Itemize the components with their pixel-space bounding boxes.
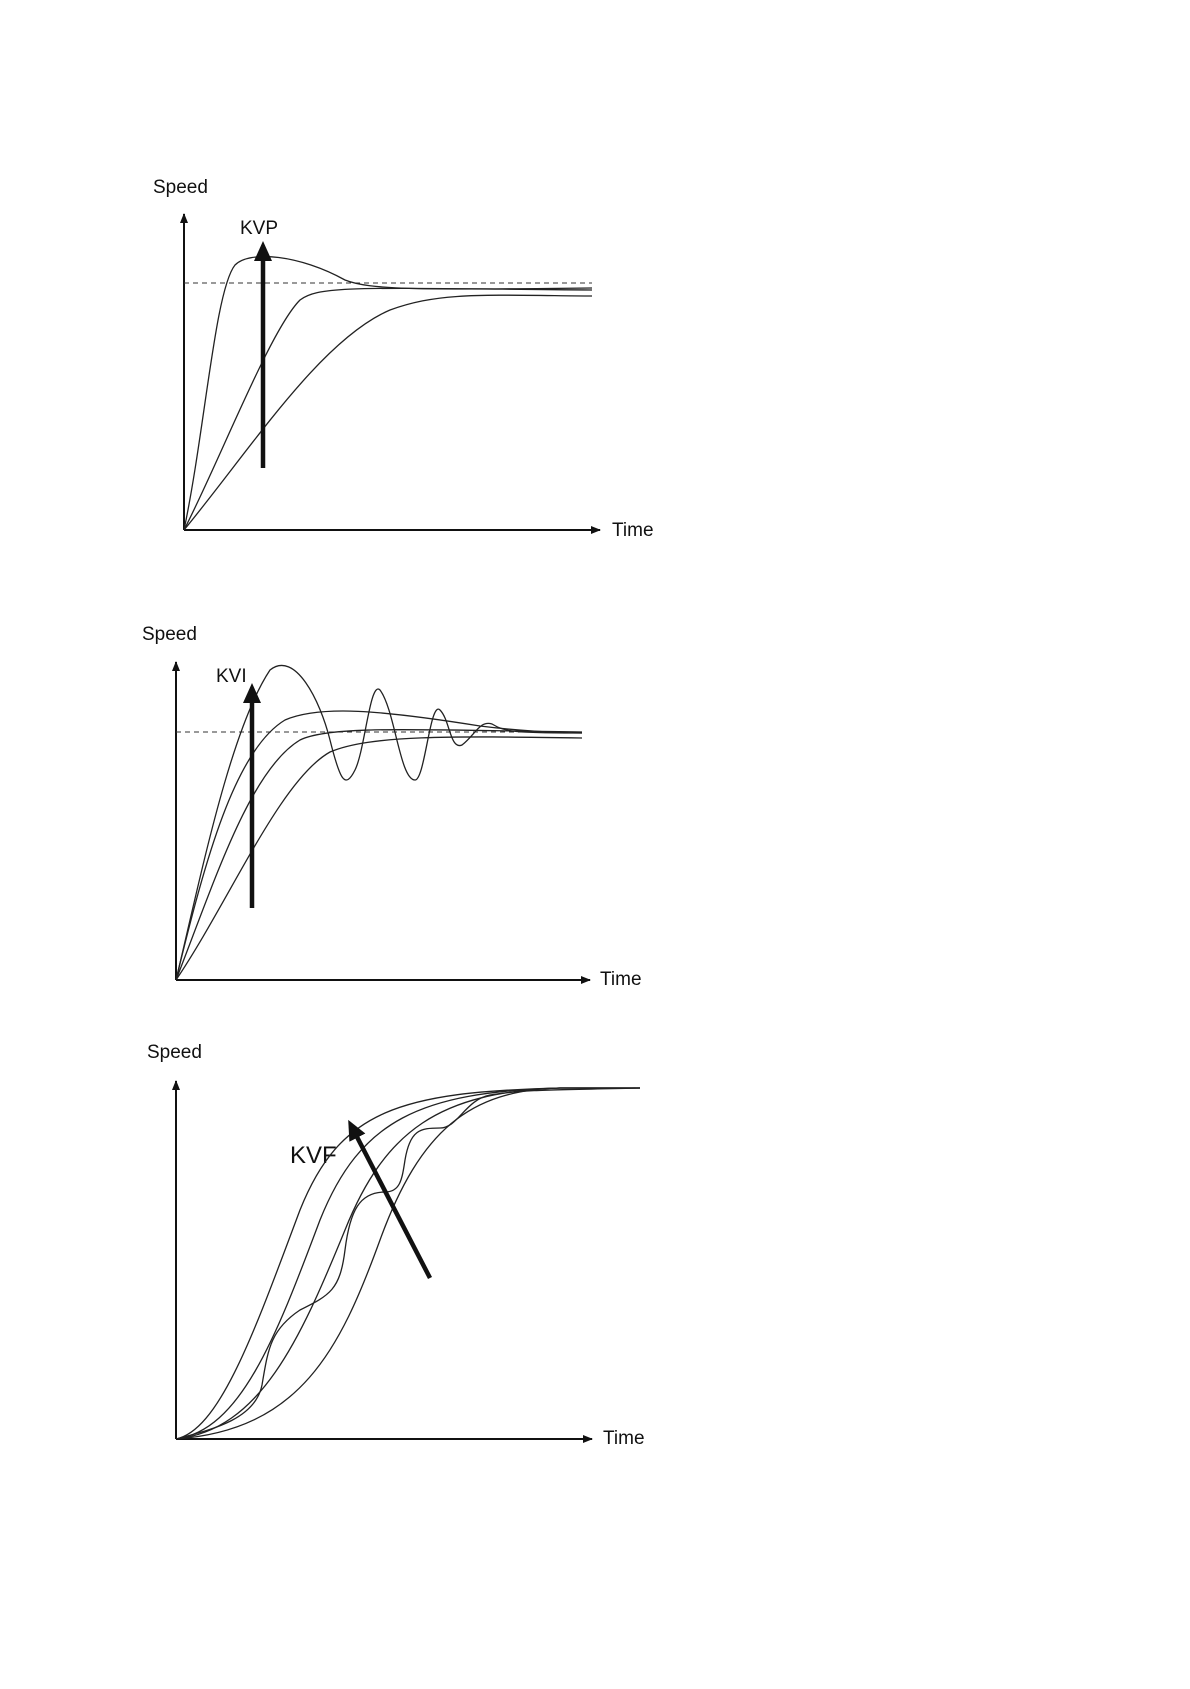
x-axis-label: Time	[600, 969, 642, 990]
kvf-arrow-label: KVF	[290, 1142, 337, 1169]
response-curve-1	[175, 1087, 640, 1440]
response-curve-mid-low	[175, 728, 583, 981]
y-axis-label: Speed	[147, 1042, 202, 1063]
y-axis-label: Speed	[142, 624, 197, 645]
response-curve-low	[183, 294, 593, 531]
response-curve-mid	[183, 287, 593, 531]
x-axis-label: Time	[612, 520, 654, 541]
kvp-arrow-label: KVP	[240, 218, 278, 239]
response-curve-3	[175, 1087, 640, 1440]
kvi-figure: Speed Time KVI	[142, 624, 642, 990]
response-curve-mid-high	[175, 710, 583, 981]
response-curve-oscillating	[175, 1087, 641, 1440]
response-curve-oscillating	[175, 664, 583, 981]
y-axis-label: Speed	[153, 177, 208, 198]
response-curve-2	[175, 1087, 640, 1440]
response-curve-low	[175, 736, 583, 981]
kvf-increase-arrow	[348, 1119, 432, 1280]
response-curve-high	[183, 256, 593, 531]
kvp-figure: Speed Time KVP	[153, 177, 654, 541]
response-curve-4	[175, 1087, 640, 1440]
kvf-figure: Speed Time KVF	[147, 1042, 645, 1449]
kvi-arrow-label: KVI	[216, 666, 247, 687]
x-axis-label: Time	[603, 1428, 645, 1449]
